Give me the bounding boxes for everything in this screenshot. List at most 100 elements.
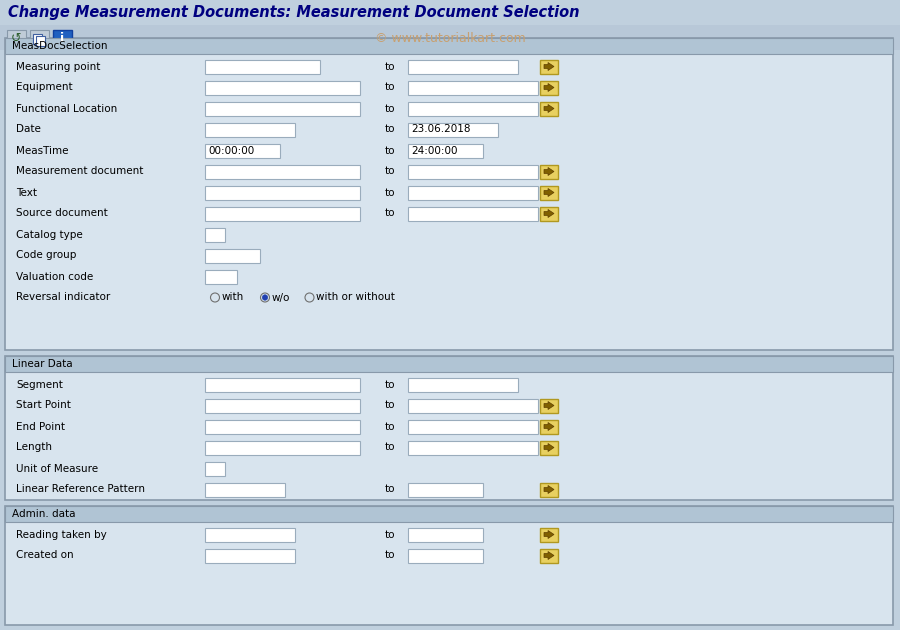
Text: to: to	[385, 146, 395, 156]
Bar	[408, 377, 518, 391]
Bar	[205, 399, 360, 413]
Text: Text: Text	[16, 188, 37, 197]
Polygon shape	[544, 423, 554, 430]
Bar	[540, 420, 558, 433]
Bar	[7, 30, 26, 47]
Text: to: to	[385, 166, 395, 176]
Bar	[408, 440, 538, 454]
Text: 23.06.2018: 23.06.2018	[411, 125, 471, 134]
Bar	[205, 81, 360, 94]
Text: End Point: End Point	[16, 421, 65, 432]
Text: Change Measurement Documents: Measurement Document Selection: Change Measurement Documents: Measuremen…	[8, 6, 580, 21]
Bar	[0, 25, 900, 50]
Polygon shape	[544, 401, 554, 410]
Text: Catalog type: Catalog type	[16, 229, 83, 239]
Bar	[408, 101, 538, 115]
Bar	[408, 164, 538, 178]
Bar	[205, 248, 260, 263]
Bar	[540, 59, 558, 74]
Circle shape	[305, 293, 314, 302]
Bar	[408, 144, 483, 158]
Text: to: to	[385, 83, 395, 93]
Bar	[5, 506, 893, 522]
Polygon shape	[544, 188, 554, 197]
Polygon shape	[544, 105, 554, 113]
Text: Unit of Measure: Unit of Measure	[16, 464, 98, 474]
Bar	[205, 122, 295, 137]
Bar	[5, 38, 893, 54]
Text: Start Point: Start Point	[16, 401, 71, 411]
Text: Created on: Created on	[16, 551, 74, 561]
Polygon shape	[544, 444, 554, 452]
Text: to: to	[385, 379, 395, 389]
Text: 24:00:00: 24:00:00	[411, 146, 457, 156]
Bar	[408, 59, 518, 74]
Text: with or without: with or without	[317, 292, 395, 302]
Bar	[205, 185, 360, 200]
Text: Date: Date	[16, 125, 40, 134]
Text: to: to	[385, 125, 395, 134]
Text: i: i	[60, 32, 65, 45]
Text: Admin. data: Admin. data	[12, 509, 76, 519]
Bar	[5, 356, 893, 500]
Bar	[540, 549, 558, 563]
Bar	[408, 549, 483, 563]
Bar	[408, 483, 483, 496]
Text: Linear Data: Linear Data	[12, 359, 73, 369]
Bar	[540, 81, 558, 94]
Bar	[205, 483, 285, 496]
Polygon shape	[544, 530, 554, 539]
Bar	[5, 38, 893, 350]
Bar	[205, 207, 360, 220]
Text: to: to	[385, 551, 395, 561]
Text: Code group: Code group	[16, 251, 76, 260]
Bar	[5, 356, 893, 372]
Bar	[53, 30, 72, 47]
Bar	[408, 420, 538, 433]
Text: to: to	[385, 442, 395, 452]
Polygon shape	[544, 551, 554, 559]
Text: to: to	[385, 484, 395, 495]
Bar	[540, 483, 558, 496]
Bar	[205, 420, 360, 433]
Text: Source document: Source document	[16, 209, 108, 219]
Polygon shape	[544, 210, 554, 217]
Text: Segment: Segment	[16, 379, 63, 389]
Text: to: to	[385, 188, 395, 197]
Bar	[408, 207, 538, 220]
Bar	[30, 30, 49, 47]
Bar	[205, 549, 295, 563]
Text: MeasTime: MeasTime	[16, 146, 68, 156]
Bar	[5, 506, 893, 625]
Bar	[540, 207, 558, 220]
Bar	[205, 270, 237, 284]
Bar	[540, 101, 558, 115]
Bar	[205, 527, 295, 542]
Text: to: to	[385, 209, 395, 219]
Bar	[205, 164, 360, 178]
Text: Equipment: Equipment	[16, 83, 73, 93]
Bar	[205, 227, 225, 241]
Bar	[540, 164, 558, 178]
Bar	[408, 399, 538, 413]
Circle shape	[211, 293, 220, 302]
Text: to: to	[385, 421, 395, 432]
Polygon shape	[544, 168, 554, 176]
Text: with: with	[222, 292, 244, 302]
Bar	[205, 440, 360, 454]
Text: MeasDocSelection: MeasDocSelection	[12, 41, 107, 51]
Bar	[33, 34, 42, 44]
Bar	[36, 36, 45, 46]
Bar	[205, 377, 360, 391]
Polygon shape	[544, 486, 554, 493]
Text: Measuring point: Measuring point	[16, 62, 101, 71]
Text: 00:00:00: 00:00:00	[208, 146, 254, 156]
Bar	[205, 59, 320, 74]
Text: Reversal indicator: Reversal indicator	[16, 292, 110, 302]
Bar	[540, 440, 558, 454]
Text: to: to	[385, 529, 395, 539]
Bar	[205, 101, 360, 115]
Text: Length: Length	[16, 442, 52, 452]
Text: Measurement document: Measurement document	[16, 166, 143, 176]
Text: Valuation code: Valuation code	[16, 272, 94, 282]
